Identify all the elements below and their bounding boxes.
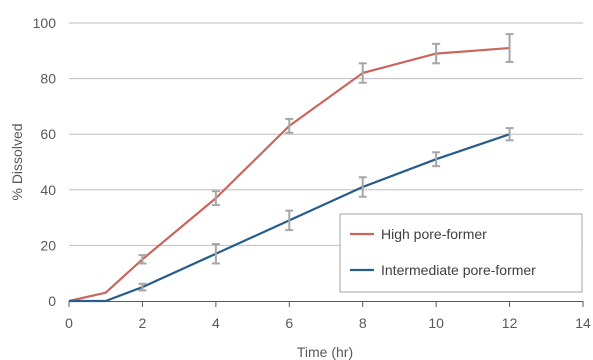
y-axis-title: % Dissolved [9,123,25,200]
error-bar [138,282,147,292]
error-bar [211,190,220,207]
y-tick-label: 0 [48,293,56,309]
error-bar [358,62,367,84]
y-tick-label: 40 [40,182,56,198]
gridlines [69,22,583,246]
error-bar [138,254,147,265]
x-tick-label: 6 [285,315,293,331]
legend-entry: Intermediate pore-former [381,262,536,278]
legend-box [339,213,583,293]
x-tick-label: 8 [359,315,367,331]
x-tick-label: 2 [139,315,147,331]
error-bar [285,117,294,134]
x-tick-label: 0 [65,315,73,331]
x-axis-title: Time (hr) [297,344,353,360]
error-bar [432,151,441,168]
y-tick-label: 80 [40,71,56,87]
series-line-high-pore-former [68,46,510,303]
error-bar [432,42,441,65]
y-tick-label: 60 [40,126,56,142]
error-bar [285,209,294,232]
y-tick-label: 100 [33,15,57,31]
error-bars [138,33,514,292]
error-bar [358,176,367,198]
series-line-intermediate-pore-former [69,133,510,303]
legend-entry: High pore-former [381,226,487,242]
error-bar [211,243,220,265]
series-lines [68,46,510,303]
legend: High pore-former Intermediate pore-former [339,213,583,293]
y-tick-label: 20 [40,237,56,253]
x-tick-label: 4 [212,315,220,331]
error-bar [505,33,514,63]
x-tick-label: 14 [575,315,591,331]
error-bar [505,127,514,142]
axes: 0 20 40 60 80 100 0 2 4 6 8 10 12 14 [33,15,591,331]
x-tick-label: 10 [428,315,444,331]
x-tick-label: 12 [502,315,518,331]
